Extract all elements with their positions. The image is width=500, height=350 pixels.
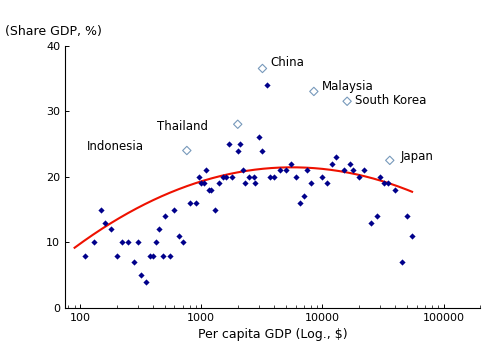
Point	[178, 239, 186, 245]
Point	[124, 239, 132, 245]
Point	[376, 174, 384, 180]
Point	[134, 239, 142, 245]
Point	[146, 253, 154, 258]
Text: China: China	[271, 56, 304, 69]
Point	[81, 253, 89, 258]
Point	[372, 213, 380, 219]
Point	[152, 239, 160, 245]
Text: Malaysia: Malaysia	[322, 80, 374, 93]
Point	[194, 174, 202, 180]
Point	[304, 167, 312, 173]
Point	[346, 161, 354, 167]
Point	[360, 167, 368, 173]
Point	[234, 148, 241, 153]
Point	[207, 187, 215, 192]
Point	[258, 66, 266, 71]
Point	[149, 253, 157, 258]
Point	[246, 174, 254, 180]
Point	[340, 167, 347, 173]
Point	[138, 272, 145, 278]
Point	[266, 174, 274, 180]
Point	[380, 181, 388, 186]
Point	[258, 148, 266, 153]
Point	[355, 174, 363, 180]
Point	[310, 89, 318, 94]
Point	[161, 213, 169, 219]
Point	[98, 207, 106, 212]
Point	[225, 141, 233, 147]
Point	[90, 239, 98, 245]
Point	[292, 174, 300, 180]
Point	[186, 200, 194, 206]
Point	[250, 174, 258, 180]
Text: South Korea: South Korea	[356, 94, 427, 107]
Point	[238, 167, 246, 173]
X-axis label: Per capita GDP (Log., $): Per capita GDP (Log., $)	[198, 328, 348, 341]
Point	[107, 226, 115, 232]
Text: Japan: Japan	[401, 150, 434, 163]
Point	[252, 181, 260, 186]
Point	[318, 174, 326, 180]
Point	[270, 174, 278, 180]
Text: Thailand: Thailand	[157, 120, 208, 133]
Point	[366, 220, 374, 225]
Point	[403, 213, 411, 219]
Point	[198, 181, 205, 186]
Point	[398, 259, 406, 265]
Point	[282, 167, 290, 173]
Point	[156, 226, 164, 232]
Point	[392, 187, 400, 192]
Point	[158, 253, 166, 258]
Point	[343, 98, 351, 104]
Point	[234, 121, 241, 127]
Point	[204, 187, 212, 192]
Point	[332, 154, 340, 160]
Point	[324, 181, 332, 186]
Point	[386, 158, 394, 163]
Point	[306, 181, 314, 186]
Point	[350, 167, 358, 173]
Point	[241, 181, 249, 186]
Point	[170, 207, 178, 212]
Text: (Share GDP, %): (Share GDP, %)	[5, 25, 102, 37]
Point	[112, 253, 120, 258]
Point	[211, 207, 219, 212]
Point	[118, 239, 126, 245]
Point	[215, 181, 223, 186]
Point	[276, 167, 284, 173]
Point	[101, 220, 109, 225]
Point	[263, 82, 271, 88]
Point	[236, 141, 244, 147]
Point	[287, 161, 295, 167]
Point	[300, 194, 308, 199]
Point	[202, 167, 210, 173]
Point	[408, 233, 416, 239]
Point	[328, 161, 336, 167]
Point	[200, 181, 208, 186]
Point	[228, 174, 236, 180]
Point	[166, 253, 174, 258]
Point	[192, 200, 200, 206]
Point	[255, 134, 263, 140]
Point	[174, 233, 182, 239]
Point	[296, 200, 304, 206]
Point	[222, 174, 230, 180]
Point	[142, 279, 150, 285]
Text: Indonesia: Indonesia	[87, 140, 144, 154]
Point	[384, 181, 392, 186]
Point	[130, 259, 138, 265]
Point	[183, 148, 191, 153]
Point	[218, 174, 226, 180]
